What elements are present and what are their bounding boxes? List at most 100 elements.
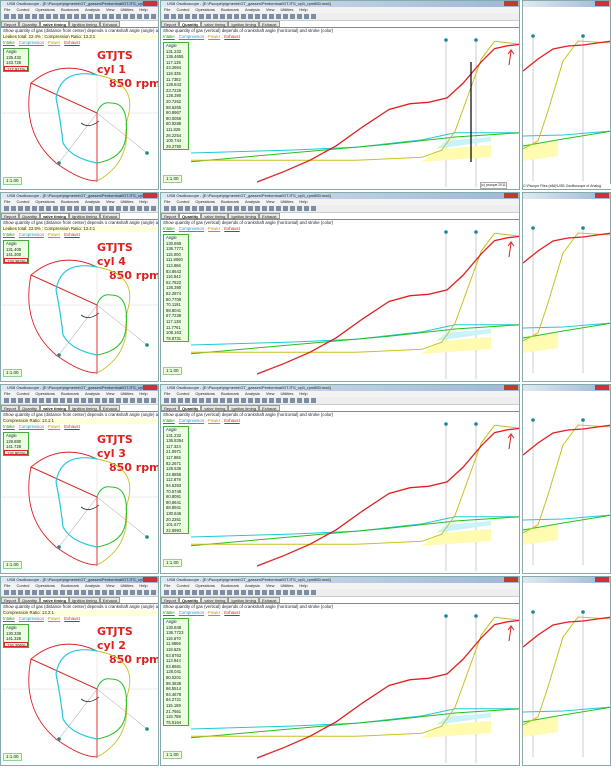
toolbar-button-icon[interactable]	[241, 590, 246, 595]
checkbox-exhaust[interactable]: Exhaust	[224, 418, 240, 423]
toolbar-button-icon[interactable]	[53, 398, 58, 403]
toolbar-button-icon[interactable]	[74, 398, 79, 403]
toolbar-button-icon[interactable]	[206, 590, 211, 595]
toolbar-button-icon[interactable]	[53, 206, 58, 211]
menu-operations[interactable]: Operations	[35, 7, 55, 12]
toolbar-button-icon[interactable]	[32, 14, 37, 19]
toolbar-button-icon[interactable]	[255, 398, 260, 403]
window-controls[interactable]	[595, 385, 609, 390]
menu-utilities[interactable]: Utilities	[120, 7, 134, 12]
tab-report[interactable]: Report	[161, 213, 180, 219]
menu-analysis[interactable]: Analysis	[84, 7, 100, 12]
toolbar-button-icon[interactable]	[109, 206, 114, 211]
marker-handle[interactable]	[145, 727, 149, 731]
toolbar-button-icon[interactable]	[262, 14, 267, 19]
checkbox-intake[interactable]: Intake	[3, 616, 15, 621]
tab-report[interactable]: Report	[1, 21, 20, 27]
toolbar-button-icon[interactable]	[192, 398, 197, 403]
toolbar-button-icon[interactable]	[227, 398, 232, 403]
toolbar-button-icon[interactable]	[88, 590, 93, 595]
menu-bookmark[interactable]: Bookmark	[60, 199, 79, 204]
toolbar-button-icon[interactable]	[109, 398, 114, 403]
menu-file[interactable]: File	[164, 7, 171, 12]
toolbar-button-icon[interactable]	[123, 398, 128, 403]
toolbar-button-icon[interactable]	[81, 398, 86, 403]
marker-handle[interactable]	[581, 418, 585, 422]
toolbar-button-icon[interactable]	[192, 206, 197, 211]
menu-help[interactable]: Help	[139, 583, 148, 588]
toolbar-button-icon[interactable]	[67, 590, 72, 595]
toolbar-button-icon[interactable]	[144, 14, 149, 19]
toolbar-button-icon[interactable]	[67, 14, 72, 19]
toolbar-button-icon[interactable]	[11, 206, 16, 211]
menu-operations[interactable]: Operations	[35, 583, 55, 588]
toolbar-button-icon[interactable]	[74, 590, 79, 595]
menu-analysis[interactable]: Analysis	[84, 199, 100, 204]
tab-quantity[interactable]: Quantity	[179, 21, 202, 27]
toolbar-button-icon[interactable]	[276, 14, 281, 19]
checkbox-compression[interactable]: Compression	[18, 424, 45, 429]
checkbox-compression[interactable]: Compression	[178, 34, 205, 39]
checkbox-exhaust[interactable]: Exhaust	[224, 610, 240, 615]
toolbar-button-icon[interactable]	[227, 206, 232, 211]
toolbar-button-icon[interactable]	[130, 14, 135, 19]
toolbar-button-icon[interactable]	[178, 590, 183, 595]
toolbar-button-icon[interactable]	[25, 206, 30, 211]
checkbox-exhaust[interactable]: Exhaust	[224, 226, 240, 231]
menu-analysis[interactable]: Analysis	[244, 199, 260, 204]
tab-valve-timing[interactable]: valve timing	[201, 21, 229, 27]
tab-quantity[interactable]: Quantity	[179, 213, 202, 219]
toolbar-button-icon[interactable]	[206, 398, 211, 403]
menu-file[interactable]: File	[4, 391, 11, 396]
toolbar-button-icon[interactable]	[46, 14, 51, 19]
tab-report[interactable]: Report	[1, 405, 20, 411]
marker-handle[interactable]	[444, 230, 448, 234]
menu-control[interactable]: Control	[176, 583, 190, 588]
tab-quantity[interactable]: Quantity	[19, 405, 40, 411]
marker-handle[interactable]	[474, 38, 478, 42]
toolbar-button-icon[interactable]	[171, 206, 176, 211]
tab-exhaust[interactable]: Exhaust	[259, 21, 280, 27]
marker-handle[interactable]	[57, 161, 61, 165]
marker-handle[interactable]	[531, 226, 535, 230]
checkbox-power[interactable]: Power	[208, 226, 221, 231]
menu-control[interactable]: Control	[176, 199, 190, 204]
tab-ignition-timing[interactable]: Ignition timing	[228, 597, 260, 603]
toolbar-button-icon[interactable]	[241, 398, 246, 403]
toolbar-button-icon[interactable]	[311, 590, 316, 595]
toolbar-button-icon[interactable]	[95, 398, 100, 403]
menu-view[interactable]: View	[265, 391, 275, 396]
toolbar-button-icon[interactable]	[297, 398, 302, 403]
menu-control[interactable]: Control	[16, 583, 30, 588]
toolbar-button-icon[interactable]	[164, 398, 169, 403]
window-controls[interactable]	[504, 193, 518, 198]
toolbar-button-icon[interactable]	[18, 14, 23, 19]
tab-exhaust[interactable]: Exhaust	[99, 597, 121, 603]
toolbar-button-icon[interactable]	[213, 14, 218, 19]
toolbar-button-icon[interactable]	[123, 14, 128, 19]
toolbar-button-icon[interactable]	[46, 398, 51, 403]
toolbar-button-icon[interactable]	[297, 590, 302, 595]
marker-handle[interactable]	[581, 610, 585, 614]
tab-exhaust[interactable]: Exhaust	[99, 21, 121, 27]
menu-help[interactable]: Help	[139, 199, 148, 204]
toolbar-button-icon[interactable]	[269, 206, 274, 211]
toolbar-button-icon[interactable]	[53, 590, 58, 595]
tab-ignition-timing[interactable]: Ignition timing	[228, 213, 260, 219]
toolbar-button-icon[interactable]	[199, 206, 204, 211]
toolbar-button-icon[interactable]	[81, 206, 86, 211]
tab-exhaust[interactable]: Exhaust	[99, 213, 121, 219]
toolbar-button-icon[interactable]	[262, 398, 267, 403]
checkbox-power[interactable]: Power	[48, 232, 61, 237]
menu-view[interactable]: View	[105, 199, 115, 204]
tab-quantity[interactable]: Quantity	[19, 21, 40, 27]
tab-ignition-timing[interactable]: Ignition timing	[69, 597, 100, 603]
toolbar-button-icon[interactable]	[206, 206, 211, 211]
toolbar-button-icon[interactable]	[102, 14, 107, 19]
toolbar-button-icon[interactable]	[95, 590, 100, 595]
toolbar-button-icon[interactable]	[283, 590, 288, 595]
toolbar-button-icon[interactable]	[4, 14, 9, 19]
toolbar-button-icon[interactable]	[283, 206, 288, 211]
toolbar-button-icon[interactable]	[81, 590, 86, 595]
toolbar-button-icon[interactable]	[248, 14, 253, 19]
